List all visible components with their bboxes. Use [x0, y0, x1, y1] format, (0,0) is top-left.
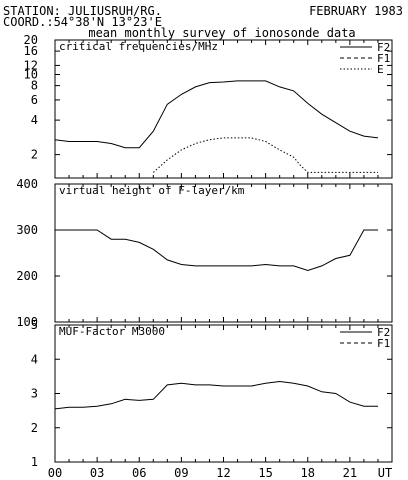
y-tick-label: 4: [31, 113, 38, 127]
coord-label: COORD.:54°38'N 13°23'E: [3, 15, 162, 29]
legend-label-f2: F2: [377, 326, 390, 339]
panel-title: MUF-Factor M3000: [59, 325, 165, 338]
y-tick-label: 2: [31, 148, 38, 162]
y-tick-label: 200: [16, 269, 38, 283]
y-tick-label: 1: [31, 455, 38, 469]
virtual-height-panel: 100 200 300 400 virtual height of F-layer/km: [16, 177, 393, 329]
y-tick-label: 16: [24, 44, 38, 58]
x-tick-label: 18: [301, 466, 315, 480]
series-line-e: [152, 137, 378, 173]
plot-frame: [54, 183, 393, 323]
x-tick-label: 12: [216, 466, 230, 480]
y-tick-label: 400: [16, 177, 38, 191]
series-line-f2: [54, 80, 379, 149]
panel-title: critical frequencies/MHz: [59, 40, 218, 53]
date-label: FEBRUARY 1983: [309, 4, 403, 18]
panel-title: virtual height of F-layer/km: [59, 184, 245, 197]
x-tick-label: 00: [48, 466, 62, 480]
x-axis-labels: 00 03 06 09 12 15 18 21 UT: [48, 466, 392, 480]
y-tick-label: 8: [31, 79, 38, 93]
y-tick-label: 3: [31, 387, 38, 401]
x-tick-label: 15: [258, 466, 272, 480]
y-tick-label: 10: [24, 68, 38, 82]
survey-subtitle: mean monthly survey of ionosonde data: [88, 26, 355, 40]
legend-label-f2: F2: [377, 41, 390, 54]
series-line-main: [55, 229, 378, 272]
y-tick-label: 20: [24, 33, 38, 47]
plot-frame: [54, 39, 393, 179]
legend-label-e: E: [377, 63, 384, 76]
y-tick-label: 100: [16, 315, 38, 329]
y-tick-label: 5: [31, 318, 38, 332]
y-tick-label: 2: [31, 421, 38, 435]
y-tick-label: 4: [31, 352, 38, 366]
station-label: STATION: JULIUSRUH/RG.: [3, 4, 162, 18]
x-tick-label: 09: [174, 466, 188, 480]
legend-label-f1: F1: [377, 52, 390, 65]
x-unit-label: UT: [378, 466, 392, 480]
plot-frame: [54, 324, 393, 463]
legend-label-f1: F1: [377, 337, 390, 350]
x-tick-label: 06: [132, 466, 146, 480]
x-tick-label: 03: [90, 466, 104, 480]
series-line-f2: [54, 380, 378, 410]
y-tick-label: 12: [24, 58, 38, 72]
x-tick-label: 21: [343, 466, 357, 480]
y-tick-label: 6: [31, 93, 38, 107]
y-tick-label: 300: [16, 223, 38, 237]
